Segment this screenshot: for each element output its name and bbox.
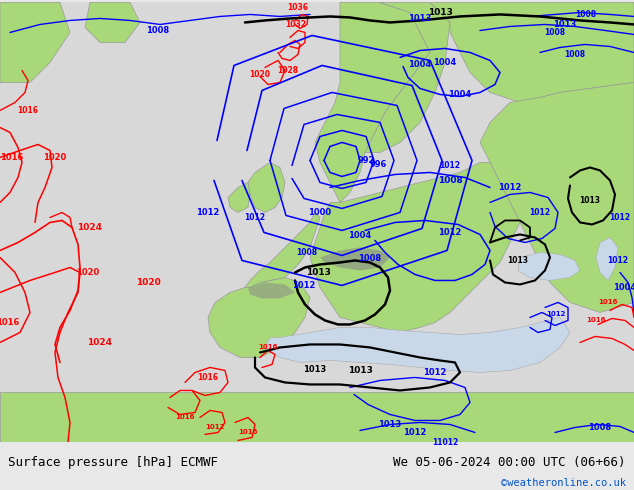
- Text: 1016: 1016: [598, 299, 618, 305]
- Text: 1012: 1012: [245, 213, 266, 222]
- Text: 1008: 1008: [358, 254, 382, 263]
- Text: 1024: 1024: [77, 223, 103, 232]
- Text: 1012: 1012: [439, 161, 460, 170]
- Polygon shape: [208, 277, 310, 358]
- Text: 1013: 1013: [427, 8, 453, 17]
- Text: 1032: 1032: [285, 20, 306, 29]
- Polygon shape: [228, 182, 250, 213]
- Text: 1013: 1013: [347, 366, 372, 375]
- Text: 1016: 1016: [586, 318, 605, 323]
- Polygon shape: [518, 252, 580, 280]
- Text: 1013: 1013: [304, 365, 327, 374]
- Text: 1008: 1008: [545, 28, 566, 37]
- Text: 1012: 1012: [607, 256, 628, 265]
- Text: 1012: 1012: [205, 424, 224, 430]
- Text: 1012: 1012: [292, 281, 316, 290]
- Text: 1008: 1008: [146, 26, 169, 35]
- Text: 1016: 1016: [176, 415, 195, 420]
- Text: 1020: 1020: [76, 268, 100, 277]
- Text: 1008: 1008: [297, 248, 318, 257]
- Text: 1000: 1000: [308, 208, 332, 217]
- Text: 1020: 1020: [136, 278, 160, 287]
- Polygon shape: [245, 213, 320, 288]
- Text: 1016: 1016: [258, 344, 278, 350]
- Text: 1013: 1013: [507, 256, 529, 265]
- Polygon shape: [430, 2, 634, 102]
- Text: 1013: 1013: [553, 20, 577, 29]
- Text: 1036: 1036: [287, 3, 309, 12]
- Text: 1013: 1013: [306, 268, 330, 277]
- Text: 1004: 1004: [408, 60, 432, 69]
- Text: 1008: 1008: [564, 50, 586, 59]
- Text: 1020: 1020: [250, 70, 271, 79]
- Text: 1012: 1012: [547, 312, 566, 318]
- Text: 1008: 1008: [576, 10, 597, 19]
- Polygon shape: [320, 247, 390, 270]
- Text: 1012: 1012: [609, 213, 630, 222]
- Text: 1012: 1012: [403, 428, 427, 437]
- Text: ©weatheronline.co.uk: ©weatheronline.co.uk: [501, 478, 626, 488]
- Text: 1012: 1012: [498, 183, 522, 192]
- Polygon shape: [315, 2, 430, 202]
- Text: We 05-06-2024 00:00 UTC (06+66): We 05-06-2024 00:00 UTC (06+66): [393, 456, 626, 468]
- Text: 1028: 1028: [278, 66, 299, 75]
- Text: 1004: 1004: [434, 58, 456, 67]
- Text: 1004: 1004: [448, 90, 472, 99]
- Text: 1004: 1004: [348, 231, 372, 240]
- Polygon shape: [248, 282, 295, 298]
- Text: Surface pressure [hPa] ECMWF: Surface pressure [hPa] ECMWF: [8, 456, 217, 468]
- Text: 1016: 1016: [0, 153, 23, 162]
- Text: 1016: 1016: [198, 373, 219, 382]
- Text: 1020: 1020: [43, 153, 67, 162]
- Polygon shape: [0, 392, 634, 442]
- Text: 1016: 1016: [18, 106, 39, 115]
- Text: 1013: 1013: [378, 420, 401, 429]
- Polygon shape: [0, 2, 70, 82]
- Text: 1012: 1012: [424, 368, 447, 377]
- Text: 1013: 1013: [408, 14, 432, 23]
- Text: 1012: 1012: [529, 208, 550, 217]
- Text: 1024: 1024: [87, 338, 112, 347]
- Polygon shape: [248, 163, 285, 213]
- Text: 1004: 1004: [613, 283, 634, 292]
- Text: 1008: 1008: [437, 176, 462, 185]
- Text: 1012: 1012: [197, 208, 220, 217]
- Polygon shape: [365, 2, 450, 152]
- Polygon shape: [596, 238, 618, 280]
- Text: 11012: 11012: [432, 438, 458, 447]
- Text: 1008: 1008: [588, 423, 612, 432]
- Text: 996: 996: [370, 160, 387, 169]
- Text: 1016: 1016: [238, 429, 257, 436]
- Polygon shape: [265, 318, 570, 372]
- Polygon shape: [310, 163, 520, 332]
- Text: 1016: 1016: [0, 318, 20, 327]
- Text: 1013: 1013: [579, 196, 600, 205]
- Polygon shape: [85, 2, 140, 43]
- Text: 992: 992: [358, 156, 375, 165]
- Polygon shape: [480, 82, 634, 313]
- Text: 1012: 1012: [438, 228, 462, 237]
